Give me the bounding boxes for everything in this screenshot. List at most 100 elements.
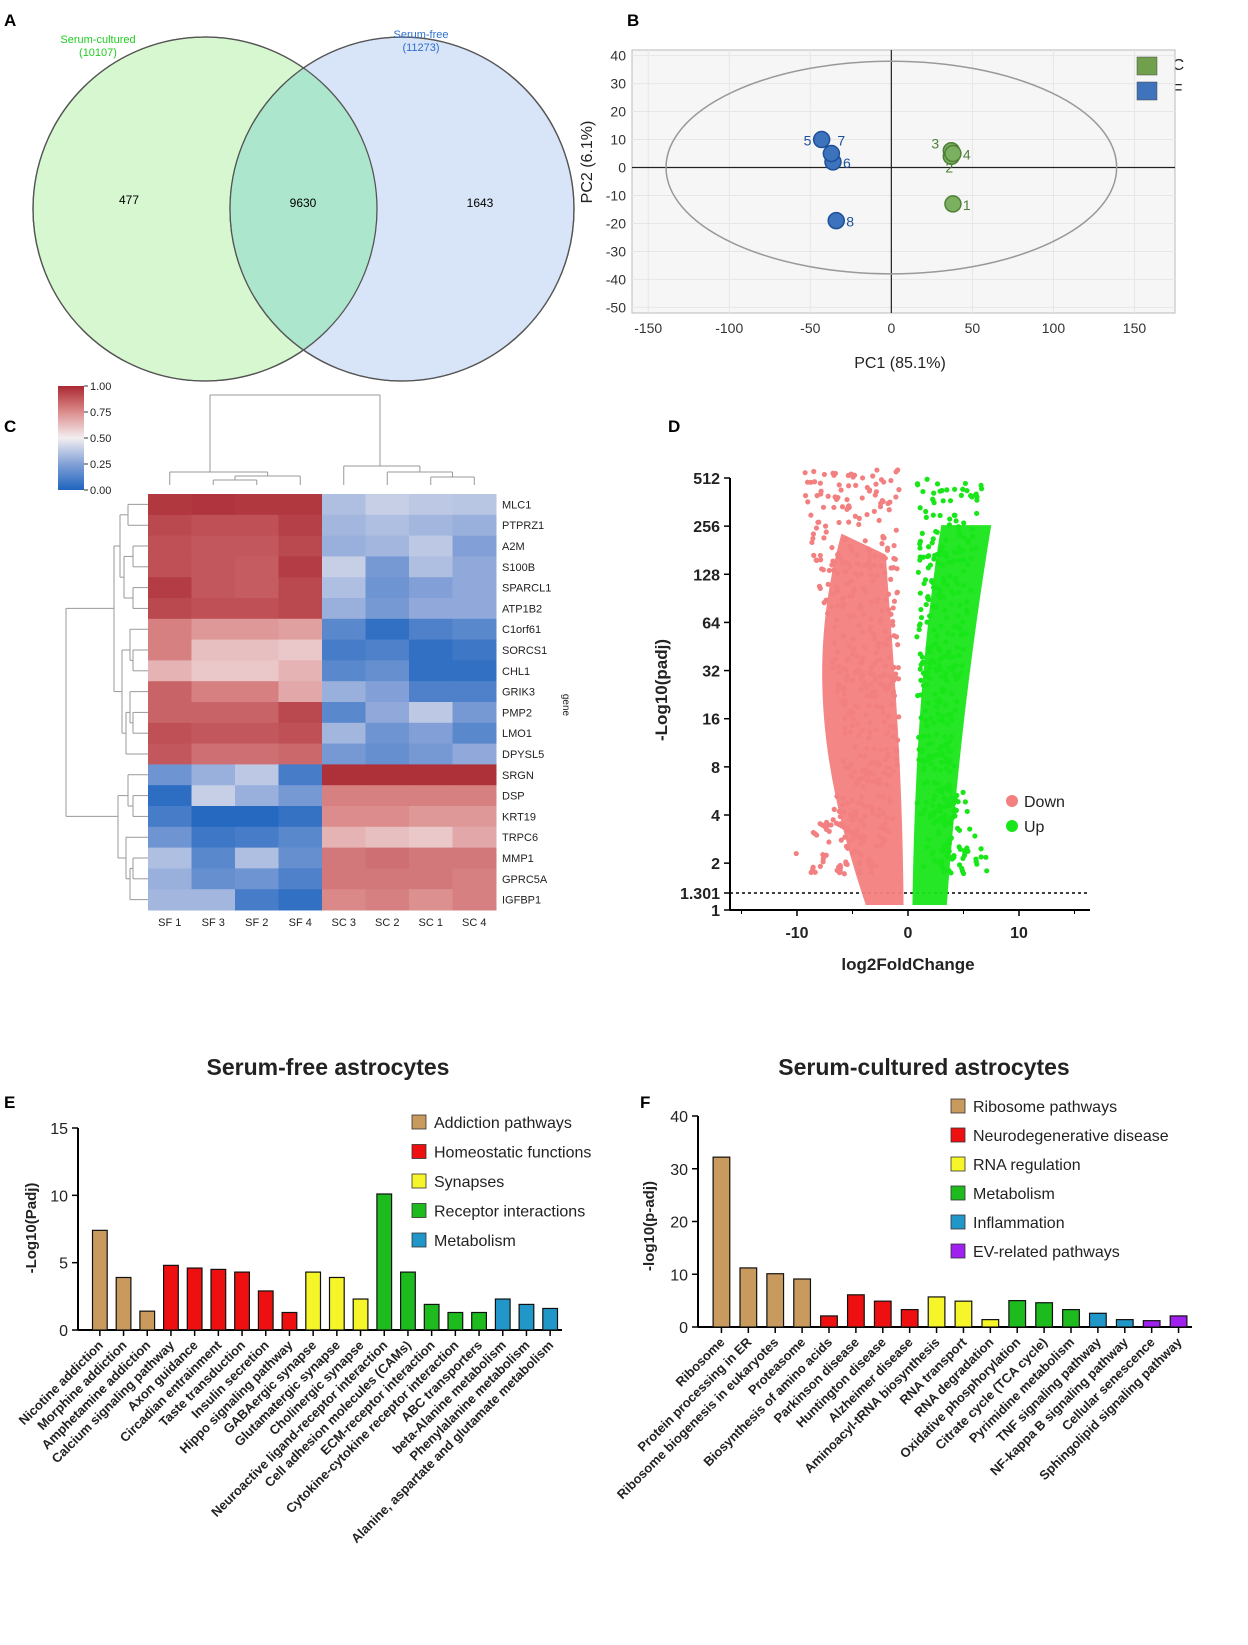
volcano-point-up <box>943 550 949 556</box>
heatmap-cell <box>278 847 323 869</box>
volcano-point-up <box>951 624 957 630</box>
heatmap-cell <box>191 722 236 745</box>
heatmap-cell <box>452 702 497 724</box>
volcano-point-down <box>823 529 829 535</box>
bar-e-bar <box>328 1276 345 1331</box>
volcano-point-up <box>941 820 947 826</box>
heatmap-cell <box>365 598 410 620</box>
pca-xtick-label: 50 <box>965 320 981 336</box>
volcano-point-down <box>852 513 858 519</box>
heatmap-cell <box>148 806 192 828</box>
heatmap-cell <box>278 660 323 682</box>
volcano-point-down <box>868 599 874 605</box>
heatmap-col-label: SF 2 <box>245 917 268 929</box>
volcano-point-down <box>840 795 846 801</box>
bar-f-ylabel: -log10(p-adj) <box>641 1181 658 1271</box>
heatmap-row-label: DPYSL5 <box>502 749 544 761</box>
volcano-point-down <box>834 649 840 655</box>
volcano-point-up <box>935 781 941 787</box>
volcano-point-up <box>923 514 929 521</box>
bar-e-bar <box>139 1310 156 1331</box>
volcano-point-down <box>871 562 877 568</box>
volcano-point-down <box>821 535 827 541</box>
volcano-point-up <box>925 596 931 602</box>
heatmap-cell <box>322 889 366 911</box>
pca-ytick-label: 40 <box>610 48 626 64</box>
pca-point-sc <box>944 195 962 213</box>
volcano-point-down <box>848 772 854 778</box>
pca-point-sf <box>827 211 845 230</box>
heatmap-cell <box>365 639 410 661</box>
volcano-point-down <box>809 539 815 546</box>
volcano-point-up <box>935 711 941 717</box>
volcano-point-down <box>873 693 879 699</box>
heatmap-cell <box>322 764 366 786</box>
volcano-point-down <box>867 719 873 726</box>
heatmap-col-label: SC 3 <box>332 917 356 929</box>
heatmap-cell <box>452 577 497 599</box>
volcano-point-down <box>850 646 857 652</box>
heatmap-cell <box>365 494 410 516</box>
bar-e-bar <box>91 1229 108 1331</box>
heatmap-row-label: GRIK3 <box>502 687 535 699</box>
bar-e-bar <box>518 1303 535 1331</box>
volcano-point-down <box>829 544 835 551</box>
volcano-point-down <box>810 531 817 537</box>
volcano-point-down <box>841 684 847 691</box>
volcano-point-up <box>927 660 933 666</box>
volcano-point-up <box>924 723 930 729</box>
heatmap-cell <box>235 514 279 537</box>
volcano-point-down <box>849 798 855 804</box>
volcano-ytick-label: 256 <box>693 519 720 536</box>
bar-e-bar <box>210 1268 227 1331</box>
volcano-point-down <box>817 480 823 486</box>
heatmap-cell <box>452 785 497 807</box>
volcano-point-down <box>850 817 856 823</box>
volcano-point-up <box>952 707 958 713</box>
volcano-point-up <box>936 666 942 672</box>
heatmap-cell <box>409 494 453 516</box>
volcano-point-down <box>838 837 844 843</box>
volcano-point-up <box>941 594 947 600</box>
volcano-point-up <box>943 755 949 761</box>
volcano-point-down <box>880 533 886 540</box>
volcano-point-up <box>936 830 942 837</box>
volcano-point-up <box>916 734 922 740</box>
volcano-point-up <box>917 538 924 544</box>
volcano-point-up <box>959 662 965 669</box>
volcano-point-down <box>866 488 873 494</box>
pca-confidence-ellipse <box>665 60 1118 275</box>
heatmap-cell <box>409 577 453 599</box>
volcano-point-down <box>880 794 886 800</box>
volcano-point-down <box>886 765 892 771</box>
volcano-point-down <box>836 482 842 488</box>
venn-set-b-count: (11273) <box>402 42 439 54</box>
heatmap-cell <box>278 702 323 724</box>
volcano-point-up <box>964 808 970 815</box>
volcano-point-up <box>925 700 931 706</box>
bar-e-legend-swatch <box>411 1114 427 1130</box>
volcano-point-down <box>835 663 842 669</box>
volcano-point-down <box>896 487 902 493</box>
volcano-point-down <box>841 537 847 543</box>
heatmap-cell <box>191 639 236 661</box>
heatmap-cell <box>235 743 279 765</box>
volcano-point-down <box>861 822 867 828</box>
heatmap-cell <box>365 514 410 537</box>
volcano-point-down <box>889 702 895 708</box>
volcano-point-up <box>930 497 936 503</box>
volcano-ytick-label: 16 <box>702 712 720 729</box>
bar-e-legend-label: Metabolism <box>434 1233 516 1250</box>
volcano-point-down <box>866 703 872 709</box>
volcano-point-down <box>882 628 888 635</box>
volcano-point-down <box>862 538 868 544</box>
volcano-ytick-label: 64 <box>702 615 720 632</box>
volcano-point-down <box>868 616 874 622</box>
volcano-point-down <box>839 504 846 510</box>
volcano-point-up <box>947 757 953 763</box>
volcano-point-down <box>887 673 893 679</box>
volcano-point-up <box>917 590 923 596</box>
volcano-point-down <box>866 735 872 741</box>
heatmap-cell <box>278 868 323 890</box>
bar-e-legend-swatch <box>411 1144 427 1159</box>
